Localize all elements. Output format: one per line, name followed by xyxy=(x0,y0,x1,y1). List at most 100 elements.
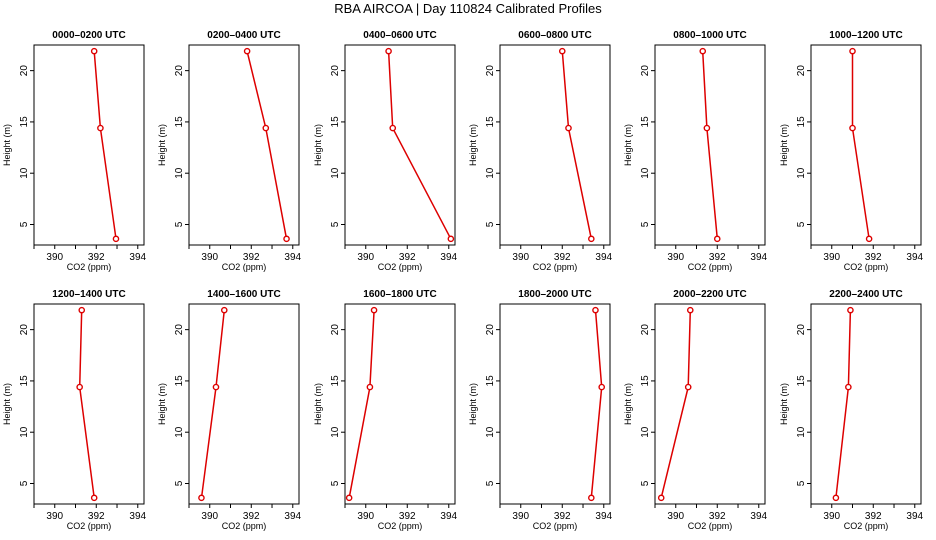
y-tick-label: 20 xyxy=(19,324,30,336)
x-tick-label: 394 xyxy=(284,252,301,263)
x-axis-label: CO2 (ppm) xyxy=(378,521,423,531)
y-axis-label: Height (m) xyxy=(623,124,633,166)
panel-title: 0200–0400 UTC xyxy=(207,30,280,41)
y-tick-label: 20 xyxy=(640,65,651,77)
x-axis-label: CO2 (ppm) xyxy=(844,521,889,531)
y-tick-label: 5 xyxy=(19,221,30,227)
profile-line xyxy=(660,310,692,498)
data-point xyxy=(345,494,353,502)
profile-line xyxy=(590,310,603,498)
data-point xyxy=(684,383,692,391)
data-point xyxy=(385,47,392,55)
x-tick-label: 394 xyxy=(906,511,923,522)
y-tick-label: 5 xyxy=(485,221,496,227)
data-point xyxy=(212,383,220,391)
panel-title: 1400–1600 UTC xyxy=(207,289,280,300)
panel-title: 0000–0200 UTC xyxy=(52,30,125,41)
y-tick-label: 10 xyxy=(330,426,341,438)
plot-frame xyxy=(499,44,611,246)
x-axis-label: CO2 (ppm) xyxy=(67,262,112,272)
y-tick-label: 5 xyxy=(796,221,807,227)
panel-title: 1600–1800 UTC xyxy=(363,289,436,300)
y-tick-label: 15 xyxy=(330,375,341,387)
data-point xyxy=(90,494,98,502)
y-tick-label: 10 xyxy=(640,426,651,438)
data-point xyxy=(847,306,854,314)
y-tick-label: 15 xyxy=(174,116,185,128)
data-point xyxy=(565,124,572,132)
profile-line xyxy=(93,51,117,239)
y-axis-label: Height (m) xyxy=(623,383,633,425)
x-tick-label: 390 xyxy=(357,511,374,522)
y-tick-label: 15 xyxy=(796,375,807,387)
profile-line xyxy=(701,51,719,239)
profile-line xyxy=(387,51,452,240)
plot-frame xyxy=(810,44,922,246)
y-tick-label: 10 xyxy=(796,426,807,438)
x-tick-label: 392 xyxy=(243,252,260,263)
data-point xyxy=(76,383,83,391)
y-tick-label: 10 xyxy=(485,426,496,438)
y-tick-label: 10 xyxy=(485,167,496,179)
y-tick-label: 20 xyxy=(485,324,496,336)
y-tick-label: 5 xyxy=(330,221,341,227)
data-point xyxy=(845,383,852,391)
x-tick-label: 394 xyxy=(129,252,146,263)
x-tick-label: 392 xyxy=(709,252,726,263)
y-tick-label: 10 xyxy=(640,167,651,179)
x-tick-label: 394 xyxy=(595,511,612,522)
plot-frame xyxy=(810,303,922,505)
x-tick-label: 394 xyxy=(595,252,612,263)
panel-title: 2200–2400 UTC xyxy=(829,289,902,300)
data-point xyxy=(598,383,605,391)
x-tick-label: 392 xyxy=(865,511,882,522)
panel-title: 0400–0600 UTC xyxy=(363,30,436,41)
panel-title: 2000–2200 UTC xyxy=(673,289,746,300)
x-tick-label: 392 xyxy=(865,252,882,263)
y-axis-label: Height (m) xyxy=(2,124,12,166)
x-tick-label: 392 xyxy=(243,511,260,522)
x-tick-label: 394 xyxy=(906,252,923,263)
y-tick-label: 5 xyxy=(330,480,341,486)
y-axis-label: Height (m) xyxy=(2,383,12,425)
data-point xyxy=(366,383,374,391)
data-point xyxy=(657,494,665,502)
y-tick-label: 15 xyxy=(330,116,341,128)
x-axis-label: CO2 (ppm) xyxy=(533,262,578,272)
y-tick-label: 15 xyxy=(796,116,807,128)
y-axis-label: Height (m) xyxy=(313,124,323,166)
y-tick-label: 10 xyxy=(796,167,807,179)
x-tick-label: 390 xyxy=(357,252,374,263)
y-axis-label: Height (m) xyxy=(468,124,478,166)
data-point xyxy=(713,235,721,243)
data-point xyxy=(283,235,290,243)
x-tick-label: 394 xyxy=(750,252,767,263)
data-point xyxy=(112,235,120,243)
profile-line xyxy=(78,310,95,498)
x-tick-label: 390 xyxy=(823,511,840,522)
plot-frame xyxy=(499,303,611,505)
y-tick-label: 15 xyxy=(485,116,496,128)
y-tick-label: 10 xyxy=(174,426,185,438)
x-tick-label: 390 xyxy=(46,511,63,522)
x-tick-label: 394 xyxy=(129,511,146,522)
x-tick-label: 392 xyxy=(709,511,726,522)
x-tick-label: 390 xyxy=(201,511,218,522)
y-tick-label: 5 xyxy=(640,221,651,227)
y-tick-label: 5 xyxy=(174,480,185,486)
y-axis-label: Height (m) xyxy=(468,383,478,425)
y-tick-label: 20 xyxy=(174,324,185,336)
data-point xyxy=(686,306,694,314)
profile-line xyxy=(851,51,870,239)
profile-line xyxy=(835,310,852,498)
data-point xyxy=(849,124,856,132)
y-axis-label: Height (m) xyxy=(157,124,167,166)
plot-frame xyxy=(188,44,300,246)
panel-title: 1000–1200 UTC xyxy=(829,30,902,41)
panel-title: 0600–0800 UTC xyxy=(518,30,591,41)
y-axis-label: Height (m) xyxy=(157,383,167,425)
x-axis-label: CO2 (ppm) xyxy=(67,521,112,531)
x-tick-label: 392 xyxy=(88,252,105,263)
y-tick-label: 20 xyxy=(330,65,341,77)
